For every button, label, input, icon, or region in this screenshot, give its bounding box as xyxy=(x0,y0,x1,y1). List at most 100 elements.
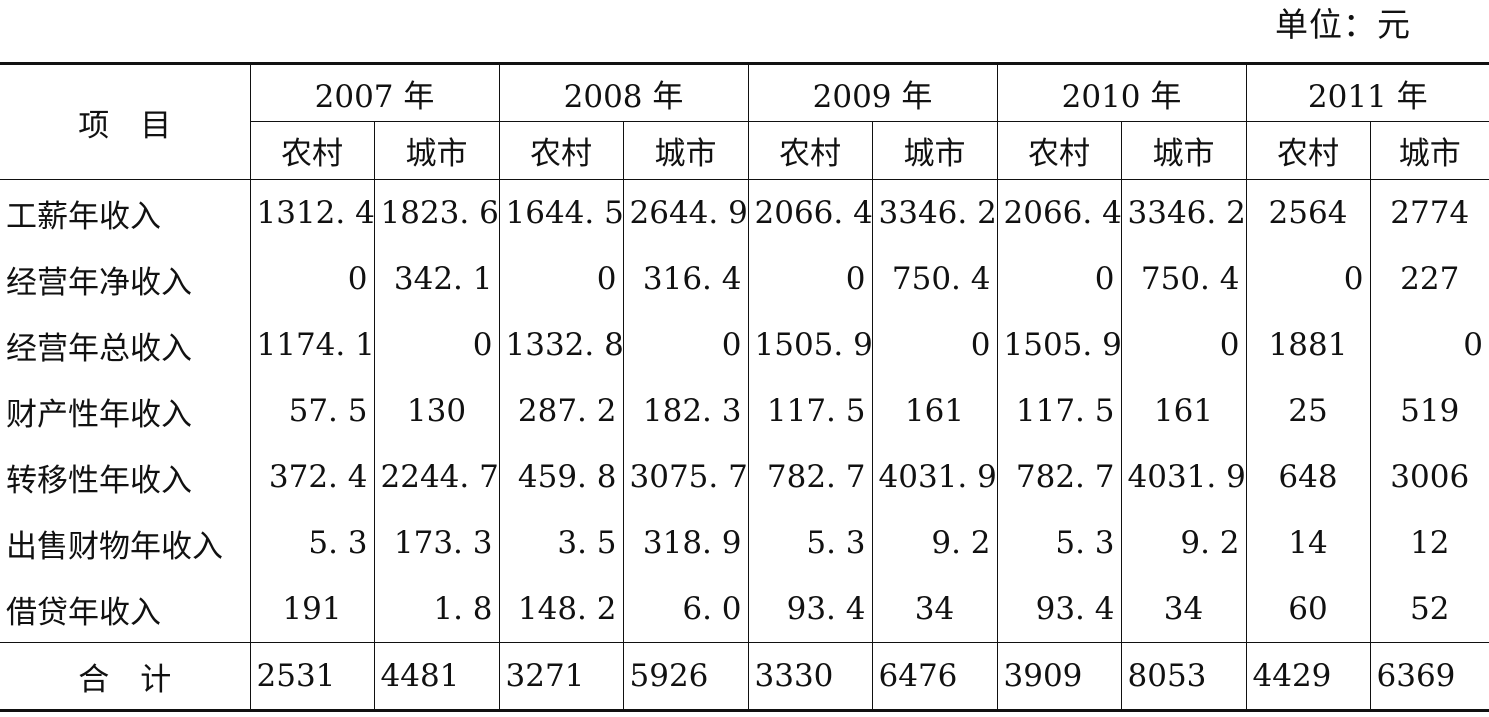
urban-header: 城市 xyxy=(1120,121,1246,180)
table-cell: 173. 3 xyxy=(373,510,499,576)
table-cell: 782. 7 xyxy=(996,444,1121,510)
table-cell: 2244. 7 xyxy=(373,444,499,510)
table-cell: 34 xyxy=(1120,576,1246,643)
table-cell: 1. 8 xyxy=(373,576,499,643)
row-label: 经营年总收入 xyxy=(6,330,192,367)
table-row: 经营年总收入 1174. 1 0 1332. 8 0 1505. 9 0 1505. 9 0 18… xyxy=(0,312,1489,378)
table-cell: 0 xyxy=(871,312,997,378)
rural-header: 农村 xyxy=(1245,121,1370,180)
table-cell: 25 xyxy=(1245,378,1370,444)
table-cell: 1174. 1 xyxy=(249,312,374,378)
total-cell: 2531 xyxy=(249,642,374,712)
table-row: 借贷年收入 191 1. 8 148. 2 6. 0 93. 4 34 93. 4 34 60 52 xyxy=(0,576,1489,643)
row-label: 借贷年收入 xyxy=(6,594,161,631)
row-label: 经营年净收入 xyxy=(6,264,192,301)
table-cell: 519 xyxy=(1369,378,1489,444)
table-cell: 0 xyxy=(249,246,374,312)
table-cell: 0 xyxy=(622,312,748,378)
table-cell: 1505. 9 xyxy=(747,312,872,378)
table-cell: 148. 2 xyxy=(498,576,623,643)
year-header: 2007 年 xyxy=(249,62,499,122)
rural-header: 农村 xyxy=(249,121,374,180)
total-cell: 5926 xyxy=(622,642,748,712)
table-cell: 9. 2 xyxy=(1120,510,1246,576)
table-cell: 372. 4 xyxy=(249,444,374,510)
header-year-row: 项 目 2007 年 2008 年 2009 年 2010 年 2011 年 xyxy=(0,62,1489,180)
table-cell: 3. 5 xyxy=(498,510,623,576)
table-cell: 34 xyxy=(871,576,997,643)
table-cell: 2644. 9 xyxy=(622,179,748,246)
rural-header: 农村 xyxy=(996,121,1121,180)
table-cell: 0 xyxy=(373,312,499,378)
table-cell: 60 xyxy=(1245,576,1370,643)
table-cell: 4031. 9 xyxy=(1120,444,1246,510)
table-cell: 1644. 5 xyxy=(498,179,623,246)
table-row: 财产性年收入 57. 5 130 287. 2 182. 3 117. 5 161 117. … xyxy=(0,378,1489,444)
table-cell: 5. 3 xyxy=(996,510,1121,576)
table-cell: 1881 xyxy=(1245,312,1370,378)
table-cell: 0 xyxy=(1245,246,1370,312)
income-table: 项 目 2007 年 2008 年 2009 年 2010 年 2011 年 农… xyxy=(0,62,1489,712)
year-header: 2011 年 xyxy=(1245,62,1489,122)
table-cell: 648 xyxy=(1245,444,1370,510)
urban-header: 城市 xyxy=(1369,121,1489,180)
table-cell: 2774 xyxy=(1369,179,1489,246)
table-cell: 93. 4 xyxy=(996,576,1121,643)
urban-header: 城市 xyxy=(373,121,499,180)
total-label: 合 计 xyxy=(0,642,250,712)
year-header: 2010 年 xyxy=(996,62,1246,122)
table-cell: 191 xyxy=(249,576,374,643)
table-cell: 0 xyxy=(996,246,1121,312)
table-cell: 0 xyxy=(747,246,872,312)
total-row: 合 计 2531 4481 3271 5926 3330 6476 3909 8053 4429 6… xyxy=(0,642,1489,712)
table-cell: 2564 xyxy=(1245,179,1370,246)
table-cell: 1312. 4 xyxy=(249,179,374,246)
table-cell: 318. 9 xyxy=(622,510,748,576)
table-cell: 3006 xyxy=(1369,444,1489,510)
table-cell: 161 xyxy=(871,378,997,444)
row-label: 出售财物年收入 xyxy=(6,528,223,565)
table-cell: 5. 3 xyxy=(249,510,374,576)
table-cell: 750. 4 xyxy=(1120,246,1246,312)
table-cell: 782. 7 xyxy=(747,444,872,510)
table-cell: 0 xyxy=(1120,312,1246,378)
unit-label: 单位：元 xyxy=(1275,5,1411,44)
rural-header: 农村 xyxy=(747,121,872,180)
total-cell: 3271 xyxy=(498,642,623,712)
urban-header: 城市 xyxy=(871,121,997,180)
total-cell: 3909 xyxy=(996,642,1121,712)
table-cell: 14 xyxy=(1245,510,1370,576)
total-cell: 3330 xyxy=(747,642,872,712)
total-cell: 4429 xyxy=(1245,642,1370,712)
table-cell: 52 xyxy=(1369,576,1489,643)
table-cell: 2066. 4 xyxy=(996,179,1121,246)
table-cell: 3075. 7 xyxy=(622,444,748,510)
table-cell: 12 xyxy=(1369,510,1489,576)
table-cell: 0 xyxy=(1369,312,1489,378)
urban-header: 城市 xyxy=(622,121,748,180)
table-cell: 0 xyxy=(498,246,623,312)
table-cell: 3346. 2 xyxy=(871,179,997,246)
header-sub-row: 农村 城市 农村 城市 农村 城市 农村 城市 农村 城市 xyxy=(0,121,1489,180)
table-cell: 130 xyxy=(373,378,499,444)
table-cell: 287. 2 xyxy=(498,378,623,444)
table-cell: 316. 4 xyxy=(622,246,748,312)
table-row: 经营年净收入 0 342. 1 0 316. 4 0 750. 4 0 750. 4 0 227 xyxy=(0,246,1489,312)
total-cell: 6369 xyxy=(1369,642,1489,712)
table-row: 转移性年收入 372. 4 2244. 7 459. 8 3075. 7 782. 7 40… xyxy=(0,444,1489,510)
table-cell: 1823. 6 xyxy=(373,179,499,246)
table-cell: 117. 5 xyxy=(996,378,1121,444)
table-cell: 4031. 9 xyxy=(871,444,997,510)
table-cell: 57. 5 xyxy=(249,378,374,444)
table-cell: 161 xyxy=(1120,378,1246,444)
table-cell: 93. 4 xyxy=(747,576,872,643)
total-cell: 6476 xyxy=(871,642,997,712)
total-cell: 8053 xyxy=(1120,642,1246,712)
table-cell: 342. 1 xyxy=(373,246,499,312)
year-header: 2009 年 xyxy=(747,62,997,122)
table-cell: 9. 2 xyxy=(871,510,997,576)
row-label: 财产性年收入 xyxy=(6,396,192,433)
table-cell: 227 xyxy=(1369,246,1489,312)
table-cell: 117. 5 xyxy=(747,378,872,444)
year-header: 2008 年 xyxy=(498,62,748,122)
